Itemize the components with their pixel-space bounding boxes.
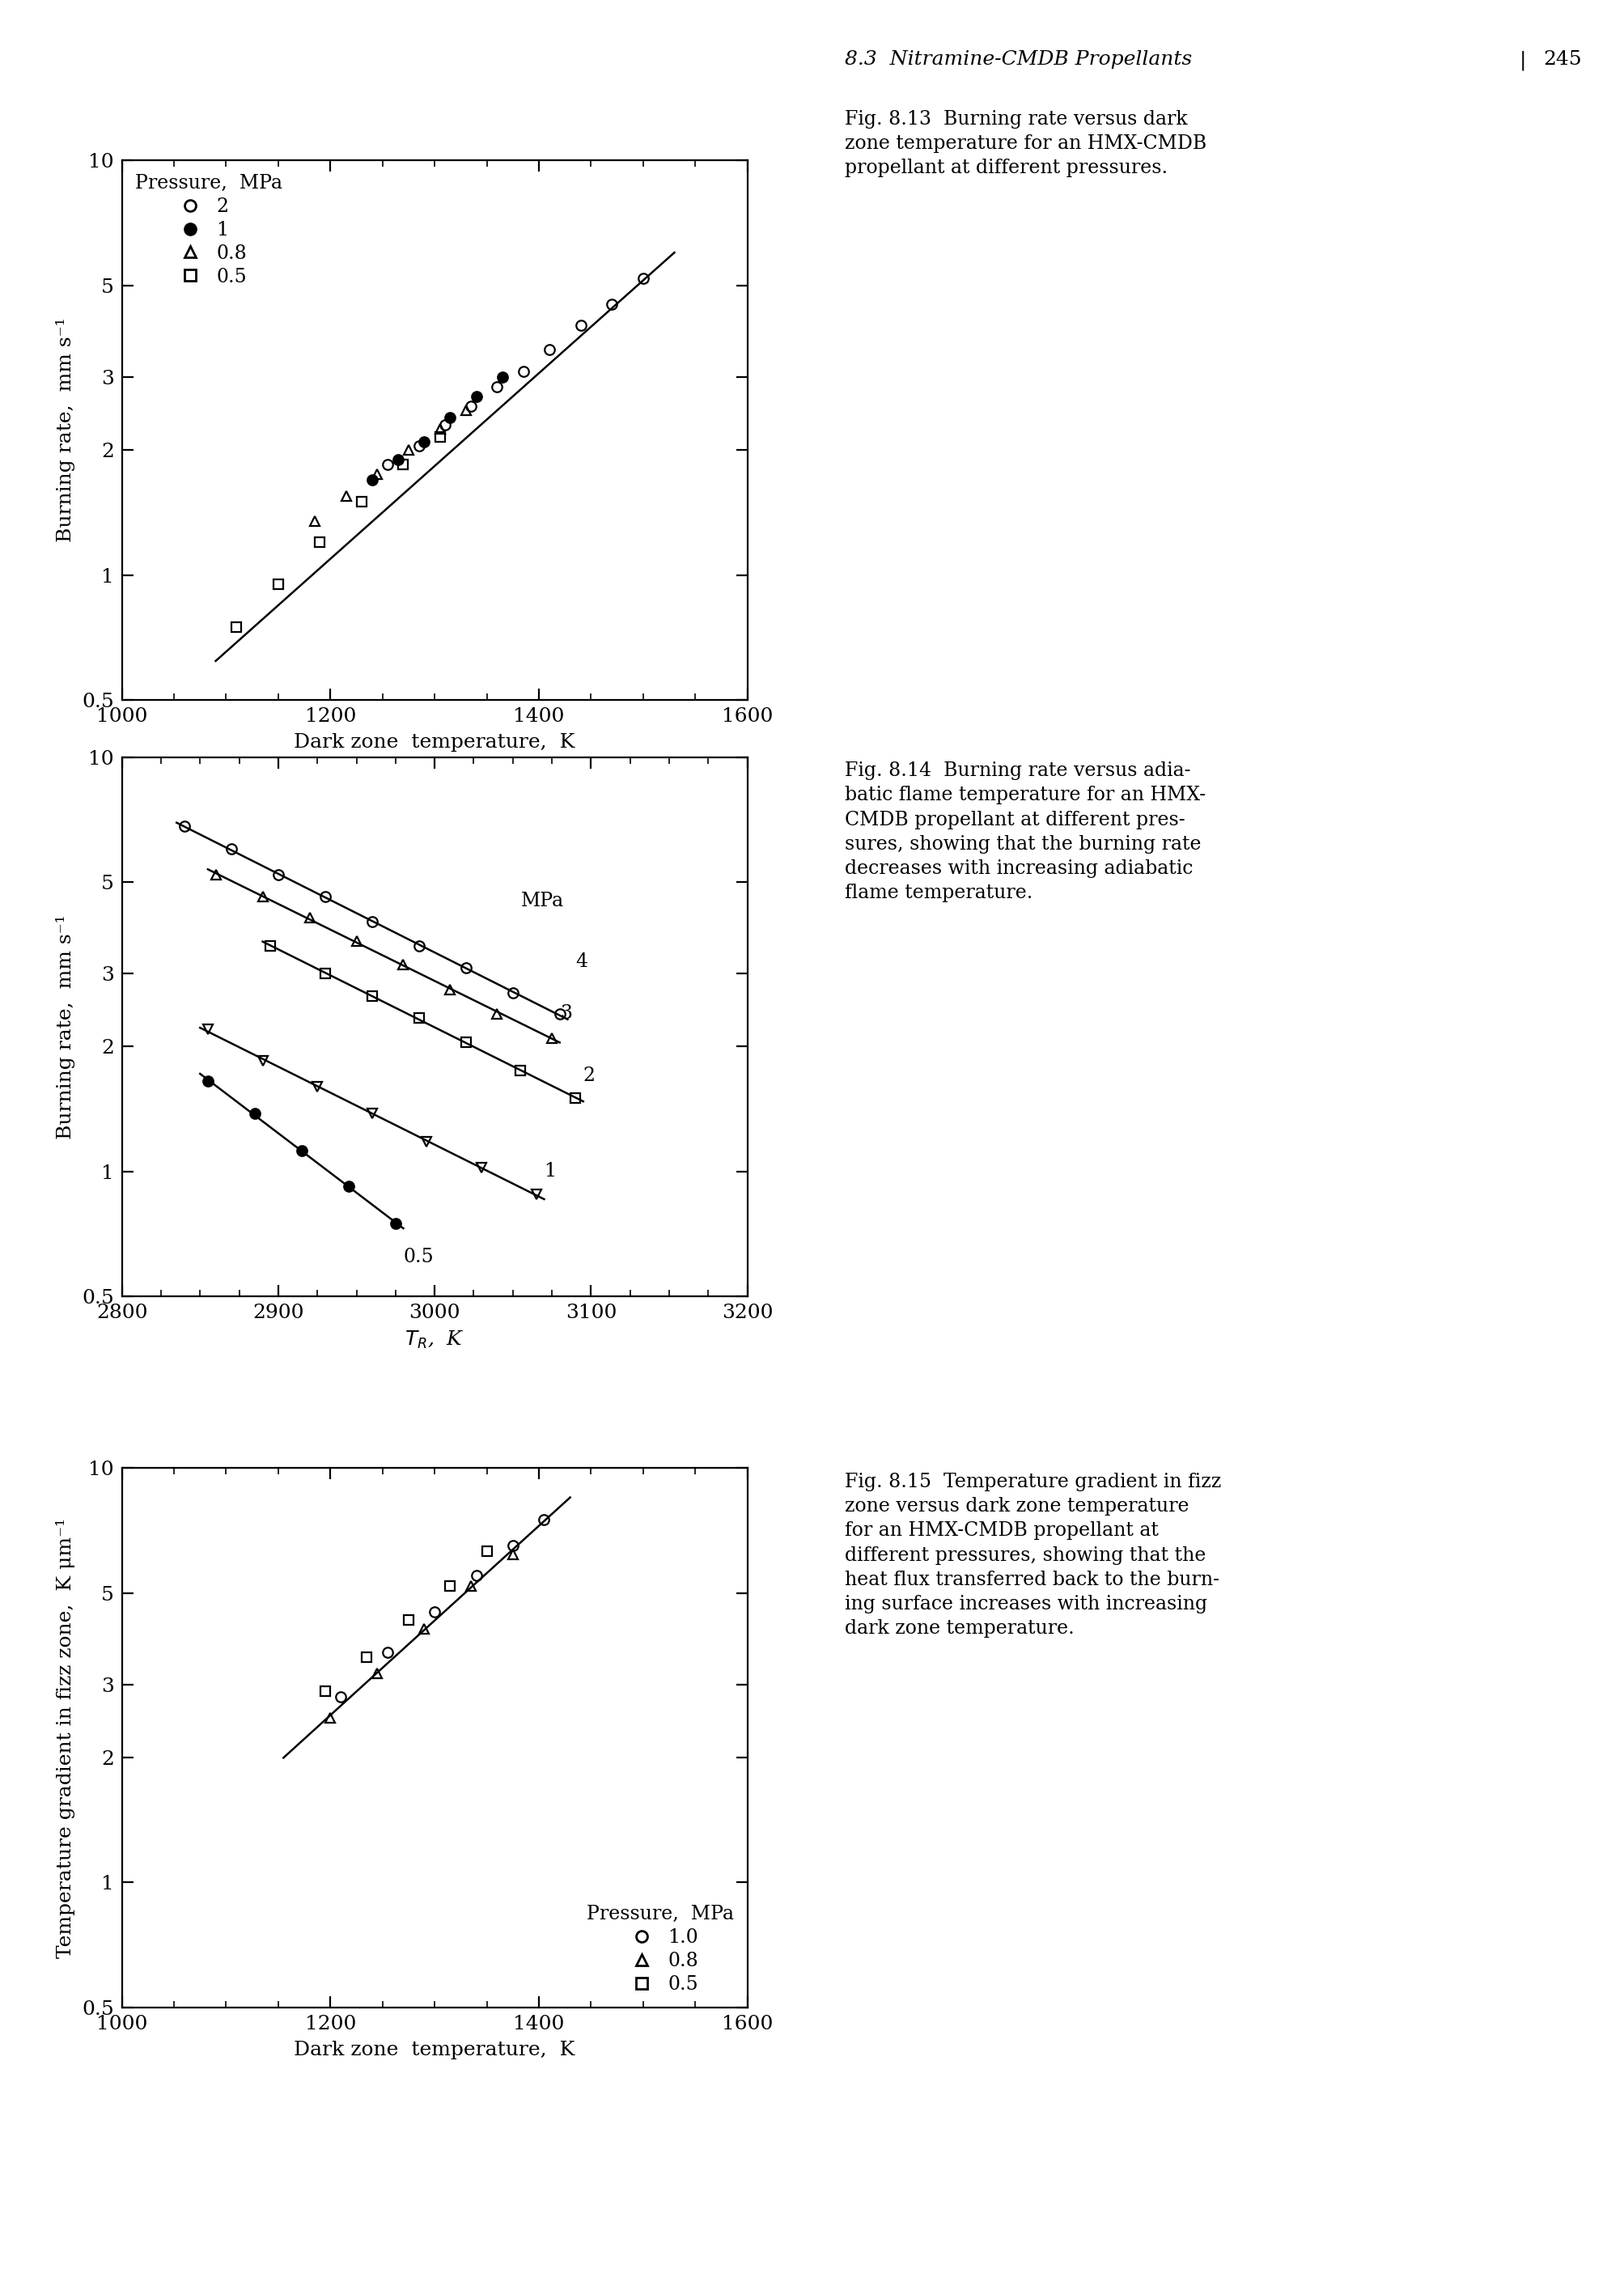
Text: 8.3  Nitramine-CMDB Propellants: 8.3 Nitramine-CMDB Propellants	[844, 50, 1192, 69]
Text: 2: 2	[583, 1067, 594, 1085]
Text: 0.5: 0.5	[403, 1248, 434, 1266]
Y-axis label: Temperature gradient in fizz zone,  K μm⁻¹: Temperature gradient in fizz zone, K μm⁻…	[55, 1519, 75, 1957]
Text: 245: 245	[1543, 50, 1582, 69]
X-axis label: $T_R$,  K: $T_R$, K	[404, 1328, 464, 1351]
Text: 3: 3	[560, 1005, 572, 1023]
Legend: 2, 1, 0.8, 0.5: 2, 1, 0.8, 0.5	[132, 170, 286, 289]
X-axis label: Dark zone  temperature,  K: Dark zone temperature, K	[294, 732, 575, 752]
Text: Fig. 8.15  Temperature gradient in fizz
zone versus dark zone temperature
for an: Fig. 8.15 Temperature gradient in fizz z…	[844, 1473, 1221, 1638]
X-axis label: Dark zone  temperature,  K: Dark zone temperature, K	[294, 2039, 575, 2060]
Y-axis label: Burning rate,  mm s⁻¹: Burning rate, mm s⁻¹	[55, 319, 75, 541]
Text: Fig. 8.13  Burning rate versus dark
zone temperature for an HMX-CMDB
propellant : Fig. 8.13 Burning rate versus dark zone …	[844, 110, 1207, 177]
Text: Fig. 8.14  Burning rate versus adia-
batic flame temperature for an HMX-
CMDB pr: Fig. 8.14 Burning rate versus adia- bati…	[844, 762, 1205, 902]
Text: MPa: MPa	[520, 892, 564, 911]
Legend: 1.0, 0.8, 0.5: 1.0, 0.8, 0.5	[583, 1902, 737, 1998]
Text: 1: 1	[544, 1163, 555, 1181]
Y-axis label: Burning rate,  mm s⁻¹: Burning rate, mm s⁻¹	[55, 915, 75, 1138]
Text: |: |	[1518, 50, 1525, 71]
Text: 4: 4	[575, 952, 588, 970]
